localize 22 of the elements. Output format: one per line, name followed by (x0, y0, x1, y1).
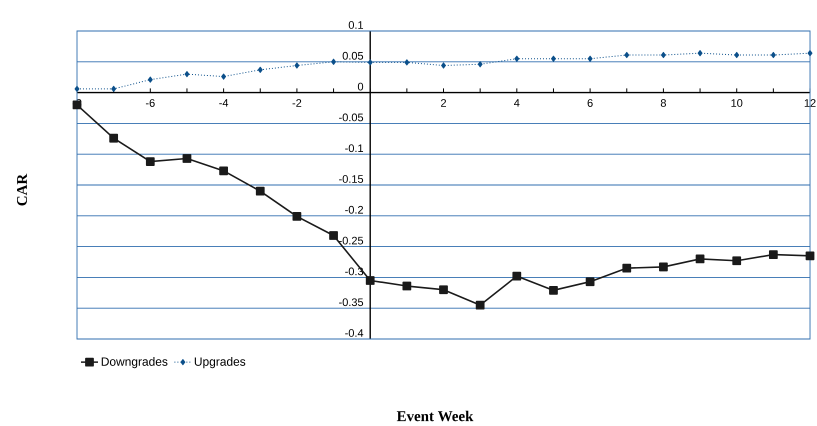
y-tick-label: 0 (358, 82, 364, 90)
legend-label: Upgrades (194, 357, 246, 368)
y-tick-label: -0.4 (345, 329, 364, 337)
y-axis-title: CAR (16, 174, 28, 206)
x-tick-label: 2 (441, 99, 446, 107)
y-tick-label: -0.25 (339, 236, 364, 244)
y-tick-label: 0.1 (348, 21, 364, 29)
x-axis-title: Event Week (396, 410, 474, 422)
y-tick-label: -0.1 (345, 144, 364, 152)
y-tick-label: -0.2 (345, 206, 364, 214)
x-tick-label: -6 (146, 99, 155, 107)
x-tick-label: -2 (292, 99, 302, 107)
y-tick-label: 0.05 (342, 52, 364, 60)
x-tick-label: 8 (660, 99, 666, 107)
x-tick-label: 6 (588, 99, 593, 107)
y-tick-label: -0.05 (339, 114, 364, 122)
y-tick-label: -0.35 (339, 298, 364, 306)
legend-label: Downgrades (102, 357, 168, 368)
y-tick-label: -0.15 (339, 175, 364, 183)
x-tick-label: 4 (514, 99, 520, 107)
x-tick-label: 10 (731, 99, 742, 107)
x-tick-label: -4 (219, 99, 228, 107)
